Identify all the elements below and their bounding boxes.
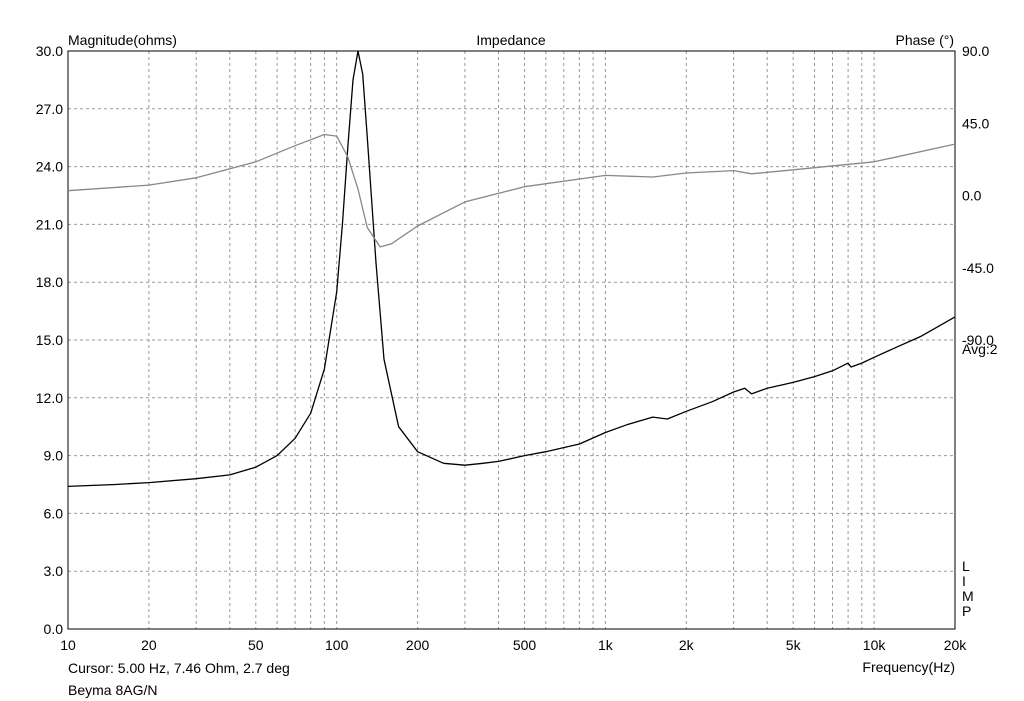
- cursor-readout: Cursor: 5.00 Hz, 7.46 Ohm, 2.7 deg: [68, 660, 290, 676]
- x-tick-label: 500: [513, 637, 537, 653]
- y-left-tick-label: 27.0: [36, 101, 63, 117]
- x-tick-label: 200: [406, 637, 430, 653]
- series-layer: [67, 50, 956, 488]
- y-left-tick-label: 3.0: [44, 563, 64, 579]
- y-right-tick-label: 45.0: [962, 115, 989, 131]
- y-left-axis-label: Magnitude(ohms): [68, 32, 177, 48]
- x-tick-label: 10: [60, 637, 76, 653]
- y-left-tick-label: 18.0: [36, 274, 63, 290]
- y-left-tick-label: 12.0: [36, 390, 63, 406]
- x-axis-label: Frequency(Hz): [862, 659, 955, 675]
- x-tick-label: 1k: [598, 637, 614, 653]
- y-left-tick-label: 21.0: [36, 216, 63, 232]
- y-right-tick-label: -90.0: [962, 332, 994, 348]
- chart-title: Impedance: [476, 32, 545, 48]
- labels-layer: Magnitude(ohms) Impedance Phase (°) Freq…: [68, 32, 998, 675]
- y-left-tick-label: 15.0: [36, 332, 63, 348]
- y-right-tick-label: -45.0: [962, 260, 994, 276]
- x-tick-label: 20: [141, 637, 157, 653]
- x-tick-label: 20k: [944, 637, 968, 653]
- x-tick-label: 100: [325, 637, 349, 653]
- limp-letter-l: L: [962, 558, 970, 574]
- avg-label: Avg:2: [962, 341, 998, 357]
- magnitude-series-line: [67, 50, 956, 488]
- device-name: Beyma 8AG/N: [68, 682, 158, 698]
- x-tick-label: 10k: [863, 637, 887, 653]
- tick-labels: 10 20 50 100 200 500 1k 2k 5k 10k 20k 0.0 3.0 6.0 9.0 1…: [36, 43, 994, 653]
- limp-letter-i: I: [962, 573, 966, 589]
- x-tick-label: 2k: [679, 637, 695, 653]
- x-tick-label: 5k: [786, 637, 802, 653]
- phase-series-line: [67, 133, 956, 248]
- grid: [68, 51, 955, 629]
- y-left-tick-label: 6.0: [44, 505, 64, 521]
- y-right-tick-label: 90.0: [962, 43, 989, 59]
- limp-letter-p: P: [962, 603, 971, 619]
- y-right-axis-label: Phase (°): [895, 32, 954, 48]
- y-left-tick-label: 24.0: [36, 159, 63, 175]
- y-right-tick-label: 0.0: [962, 188, 982, 204]
- plot-frame: [67, 50, 956, 630]
- y-left-tick-label: 9.0: [44, 448, 64, 464]
- x-tick-label: 50: [248, 637, 264, 653]
- y-left-tick-label: 0.0: [44, 621, 64, 637]
- limp-letter-m: M: [962, 588, 974, 604]
- y-left-tick-label: 30.0: [36, 43, 63, 59]
